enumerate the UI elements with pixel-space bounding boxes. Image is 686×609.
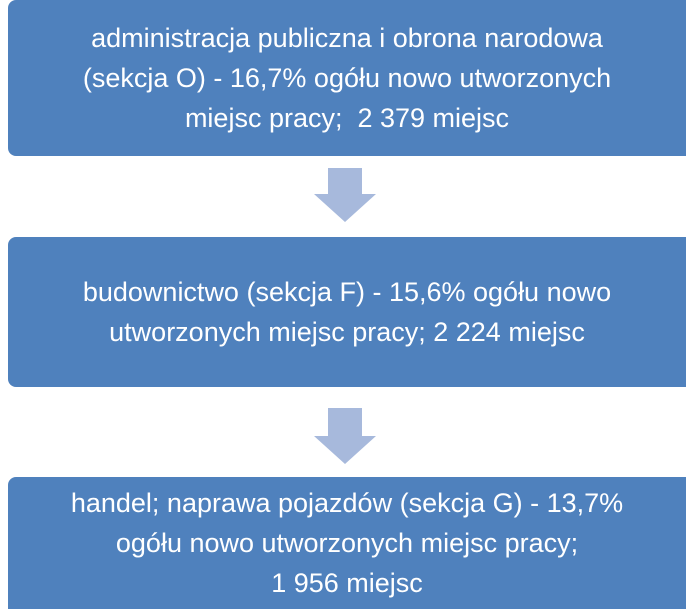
node-text: ogółu nowo utworzonych miejsc pracy;: [115, 528, 579, 558]
node-text: administracja publiczna i obrona narodow…: [91, 23, 603, 53]
node-text: handel; naprawa pojazdów (sekcja G) - 13…: [70, 488, 624, 518]
node-text: miejsc pracy; 2 379 miejsc: [184, 103, 510, 133]
node-text: 1 956 miejsc: [271, 568, 423, 598]
arrow: [314, 408, 376, 464]
node-text: (sekcja O) - 16,7% ogółu nowo utworzonyc…: [82, 63, 612, 93]
arrow: [314, 168, 376, 222]
node: budownictwo (sekcja F) - 15,6% ogółu now…: [8, 237, 686, 387]
node: handel; naprawa pojazdów (sekcja G) - 13…: [8, 477, 686, 609]
node: administracja publiczna i obrona narodow…: [8, 0, 686, 156]
node-text: budownictwo (sekcja F) - 15,6% ogółu now…: [82, 277, 612, 307]
node-text: utworzonych miejsc pracy; 2 224 miejsc: [109, 317, 585, 347]
